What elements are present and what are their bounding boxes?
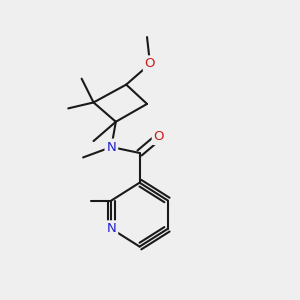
Text: O: O	[154, 130, 164, 143]
Text: O: O	[145, 57, 155, 70]
Text: N: N	[106, 140, 116, 154]
Text: N: N	[106, 222, 116, 235]
